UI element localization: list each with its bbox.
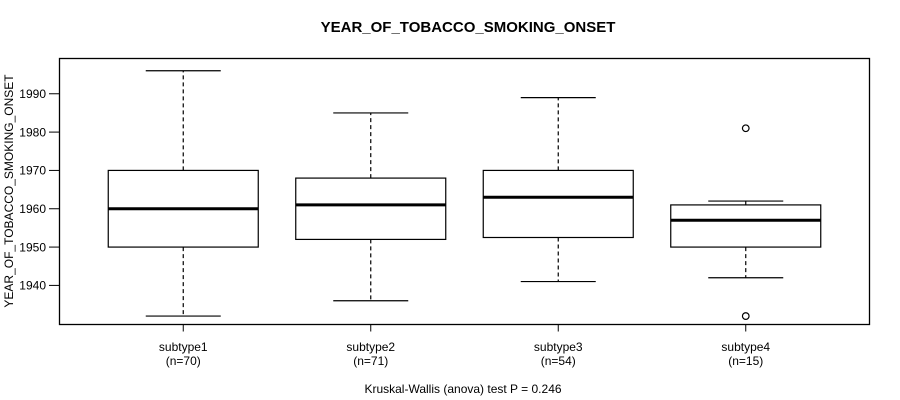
group-sublabel: (n=71) bbox=[353, 354, 388, 368]
group-label: subtype1 bbox=[159, 340, 208, 354]
plot-frame bbox=[58, 57, 871, 326]
chart-title: YEAR_OF_TOBACCO_SMOKING_ONSET bbox=[321, 19, 616, 36]
boxplot-group-subtype3: subtype3(n=54) bbox=[482, 96, 634, 368]
boxplot-group-subtype2: subtype2(n=71) bbox=[295, 112, 447, 368]
plot-area: 194019501960197019801990subtype1(n=70)su… bbox=[19, 57, 871, 368]
y-tick-label: 1990 bbox=[19, 87, 46, 101]
stats-annotation: Kruskal-Wallis (anova) test P = 0.246 bbox=[364, 382, 561, 396]
boxplot-group-subtype4: subtype4(n=15) bbox=[670, 124, 822, 368]
y-tick-label: 1940 bbox=[19, 279, 46, 293]
y-tick-label: 1980 bbox=[19, 125, 46, 139]
outlier-point bbox=[741, 312, 750, 320]
group-sublabel: (n=15) bbox=[728, 354, 763, 368]
y-axis-title: YEAR_OF_TOBACCO_SMOKING_ONSET bbox=[2, 74, 16, 308]
iqr-box bbox=[295, 177, 447, 241]
group-label: subtype2 bbox=[346, 340, 395, 354]
group-sublabel: (n=54) bbox=[541, 354, 576, 368]
y-tick-label: 1970 bbox=[19, 164, 46, 178]
group-sublabel: (n=70) bbox=[166, 354, 201, 368]
outlier-point bbox=[741, 124, 750, 133]
group-label: subtype3 bbox=[534, 340, 583, 354]
boxplot-group-subtype1: subtype1(n=70) bbox=[107, 70, 259, 368]
iqr-box bbox=[670, 204, 822, 248]
y-tick-label: 1950 bbox=[19, 240, 46, 254]
y-tick-label: 1960 bbox=[19, 202, 46, 216]
group-label: subtype4 bbox=[721, 340, 770, 354]
iqr-box bbox=[482, 169, 634, 239]
